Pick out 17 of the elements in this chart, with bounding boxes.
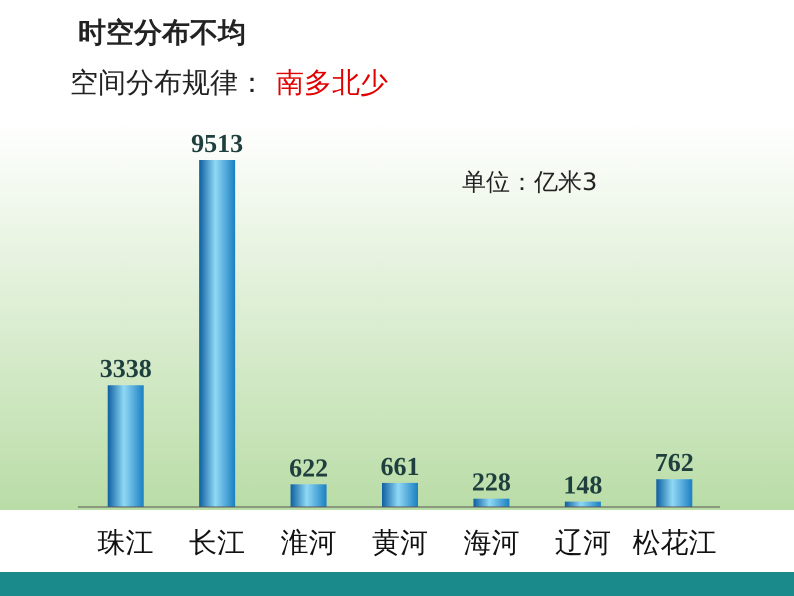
data-label: 148 xyxy=(563,470,602,500)
annotation: 单位：亿米3 xyxy=(462,168,598,196)
data-label: 622 xyxy=(289,453,328,482)
chart-title: 时空分布不均 xyxy=(78,16,246,49)
data-label: 3338 xyxy=(100,354,152,384)
x-tick-label: 黄河 xyxy=(372,528,428,559)
x-tick-label: 长江 xyxy=(189,528,246,559)
data-label: 228 xyxy=(472,468,511,497)
x-tick-label: 海河 xyxy=(463,528,520,559)
x-tick-label: 辽河 xyxy=(554,528,611,559)
x-tick-label: 淮河 xyxy=(280,528,337,559)
x-tick-label: 松花江 xyxy=(632,528,716,559)
data-label: 661 xyxy=(380,452,420,481)
data-label: 9513 xyxy=(191,129,244,158)
data-label: 762 xyxy=(654,448,694,478)
x-tick-label: 珠江 xyxy=(98,528,154,559)
chart-subtitle: 空间分布规律：南多北少 xyxy=(70,66,388,99)
